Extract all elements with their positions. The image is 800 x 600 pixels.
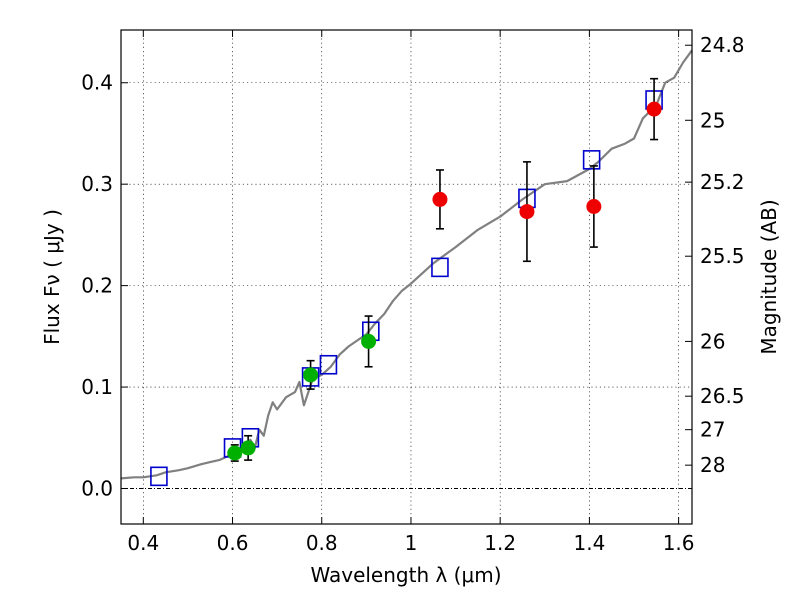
right-tick-label: 28 <box>700 453 725 477</box>
x-tick-label: 0.6 <box>217 531 249 555</box>
y-axis-title: Flux Fν ( μJy ) <box>40 209 64 345</box>
right-tick-label: 24.8 <box>700 33 745 57</box>
y-tick-label: 0.1 <box>81 375 113 399</box>
data-point <box>240 440 256 456</box>
data-point <box>432 191 448 207</box>
y-tick-label: 0.4 <box>81 71 113 95</box>
x-tick-label: 1.2 <box>484 531 516 555</box>
tick-layer: 0.4 0.6 0.8 1 1.2 1.4 1.6 0.0 0.1 0.2 0.3 0.4 24.8 25… <box>81 30 745 555</box>
right-tick-label: 25.5 <box>700 244 745 268</box>
y-tick-label: 0.3 <box>81 172 113 196</box>
model-square-marker <box>319 354 338 375</box>
right-tick-label: 26.5 <box>700 384 745 408</box>
data-point <box>361 333 377 349</box>
x-tick-label: 1.6 <box>663 531 695 555</box>
right-tick-label: 25 <box>700 108 725 132</box>
data-point <box>519 204 535 220</box>
x-tick-label: 1.4 <box>573 531 605 555</box>
model-square-marker <box>150 466 168 487</box>
model-square-marker <box>431 257 449 278</box>
y-axis-right-title: Magnitude (AB) <box>757 199 781 354</box>
right-tick-label: 25.2 <box>700 170 745 194</box>
data-point <box>586 199 602 215</box>
x-tick-label: 0.4 <box>127 531 159 555</box>
data-point <box>646 101 662 117</box>
y-tick-label: 0.0 <box>81 476 113 500</box>
right-tick-label: 26 <box>700 329 725 353</box>
x-tick-label: 1 <box>405 531 418 555</box>
data-layer <box>120 49 693 487</box>
grid-lines <box>121 30 692 524</box>
data-point <box>303 367 319 383</box>
x-axis-title: Wavelength λ (μm) <box>310 563 501 587</box>
model-square-marker <box>582 150 601 170</box>
model-spectrum-line <box>120 49 693 480</box>
right-tick-label: 27 <box>700 418 725 442</box>
plot-frame <box>120 29 693 525</box>
data-point <box>227 445 243 461</box>
y-tick-label: 0.2 <box>81 274 113 298</box>
x-tick-label: 0.8 <box>306 531 338 555</box>
